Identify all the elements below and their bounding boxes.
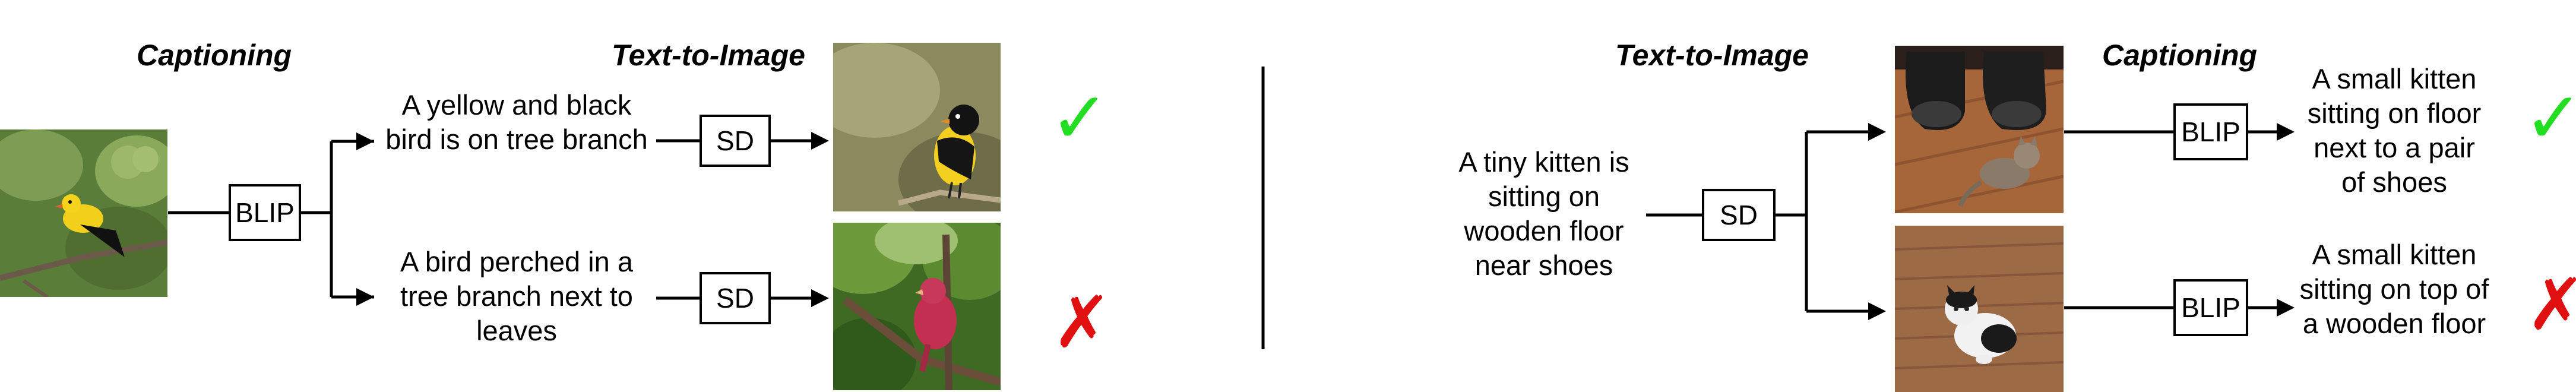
blip-box-bottom-right: BLIP — [2173, 279, 2248, 336]
check-icon-right: ✓ — [2524, 77, 2576, 160]
generated-kitten-shoes-image — [1895, 46, 2064, 213]
sd-box-bottom-left: SD — [700, 272, 771, 324]
caption-bottom-right: A small kitten sitting on top of a woode… — [2299, 239, 2489, 339]
input-prompt: A tiny kitten is sitting on wooden floor… — [1458, 146, 1629, 281]
caption-top-right: A small kitten sitting on floor next to … — [2307, 63, 2482, 198]
text-to-image-header-left: Text-to-Image — [612, 39, 805, 72]
blip-box-left: BLIP — [229, 184, 301, 241]
check-icon-left: ✓ — [1050, 77, 1110, 160]
sd-box-right: SD — [1702, 189, 1776, 241]
cross-icon-left: ✗ — [1052, 282, 1112, 364]
blip-box-top-right: BLIP — [2173, 103, 2248, 160]
caption-bottom-left: A bird perched in a tree branch next to … — [400, 246, 633, 346]
generated-kitten-floor-image — [1895, 226, 2064, 392]
generated-pink-bird-image — [833, 223, 1001, 390]
input-bird-photo — [0, 129, 167, 297]
cross-icon-right: ✗ — [2526, 264, 2576, 346]
generated-yellow-bird-image — [833, 43, 1001, 211]
text-to-image-header-right: Text-to-Image — [1615, 39, 1809, 72]
sd-box-top-left: SD — [700, 115, 771, 167]
caption-top-left: A yellow and black bird is on tree branc… — [385, 89, 648, 155]
captioning-header-right: Captioning — [2102, 39, 2258, 72]
captioning-header-left: Captioning — [137, 39, 292, 72]
